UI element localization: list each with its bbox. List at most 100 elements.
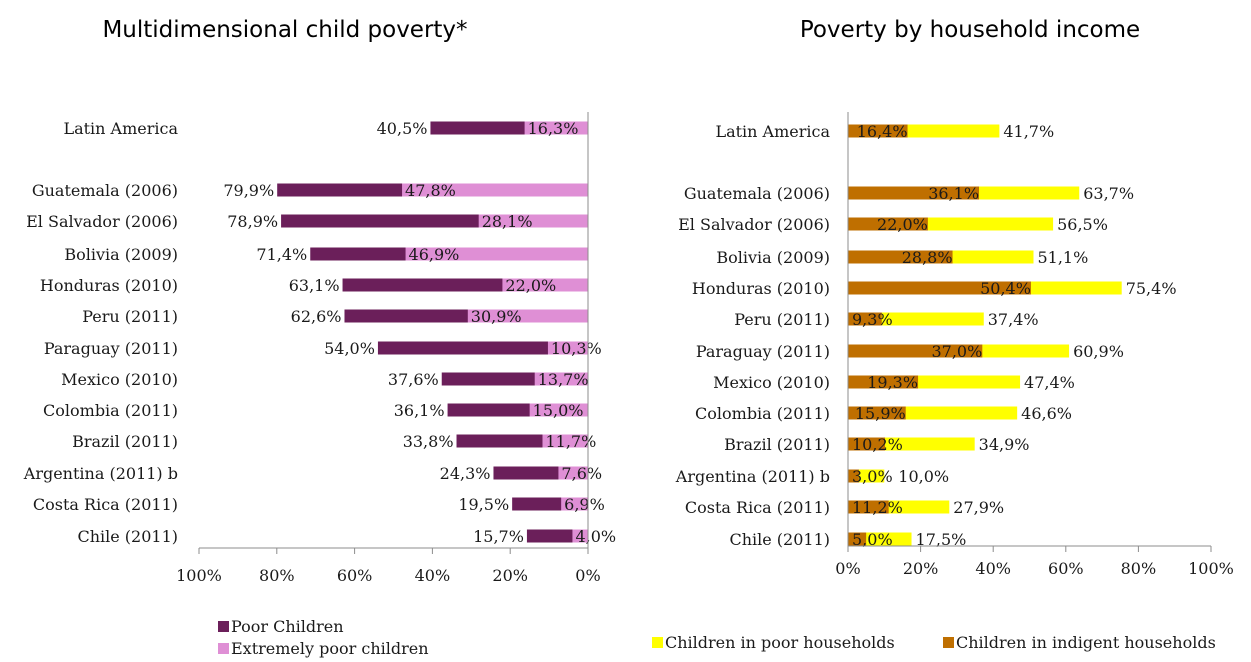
poor-households-value-label: 10,0%: [898, 467, 949, 486]
category-label: Chile (2011): [729, 530, 830, 549]
extremely-poor-value-label: 6,9%: [564, 495, 605, 514]
extremely-poor-value-label: 22,0%: [505, 276, 556, 295]
legend-label: Children in poor households: [665, 633, 895, 652]
poor-children-bar: [377, 341, 588, 355]
indigent-households-bar: [848, 312, 882, 326]
category-label: Paraguay (2011): [44, 339, 178, 358]
extremely-poor-value-label: 28,1%: [482, 212, 533, 231]
extremely-poor-bar: [558, 466, 588, 480]
indigent-households-bar: [848, 469, 859, 483]
legend-swatch: [943, 637, 954, 648]
category-label: Paraguay (2011): [696, 342, 830, 361]
poor-households-value-label: 34,9%: [979, 435, 1030, 454]
category-label: Honduras (2010): [40, 276, 178, 295]
indigent-households-bar: [848, 250, 953, 264]
extremely-poor-value-label: 11,7%: [545, 432, 596, 451]
extremely-poor-bar: [534, 372, 588, 386]
indigent-households-value-label: 19,3%: [867, 373, 918, 392]
poor-households-bar: [848, 312, 984, 326]
right-x-tick-label: 0%: [835, 559, 860, 578]
indigent-households-value-label: 3,0%: [852, 467, 893, 486]
category-label: Brazil (2011): [72, 432, 178, 451]
right-x-tick-label: 20%: [903, 559, 939, 578]
extremely-poor-bar: [561, 497, 588, 511]
extremely-poor-value-label: 46,9%: [409, 245, 460, 264]
right-x-tick-label: 100%: [1188, 559, 1234, 578]
indigent-households-value-label: 22,0%: [877, 215, 928, 234]
poor-children-value-label: 19,5%: [458, 495, 509, 514]
indigent-households-value-label: 16,4%: [857, 122, 908, 141]
indigent-households-value-label: 28,8%: [902, 248, 953, 267]
indigent-households-value-label: 50,4%: [980, 279, 1031, 298]
indigent-households-bar: [848, 124, 908, 138]
left-x-tick-label: 0%: [575, 566, 600, 585]
indigent-households-value-label: 10,2%: [852, 435, 903, 454]
poor-households-value-label: 47,4%: [1024, 373, 1075, 392]
left-x-tick-label: 60%: [337, 566, 373, 585]
poor-households-value-label: 41,7%: [1003, 122, 1054, 141]
poor-children-value-label: 71,4%: [256, 245, 307, 264]
category-label: Chile (2011): [77, 527, 178, 546]
indigent-households-value-label: 37,0%: [931, 342, 982, 361]
extremely-poor-value-label: 13,7%: [538, 370, 589, 389]
category-label: Guatemala (2006): [32, 181, 178, 200]
extremely-poor-bar: [529, 403, 588, 417]
poor-children-value-label: 24,3%: [440, 464, 491, 483]
category-label: Peru (2011): [82, 307, 178, 326]
extremely-poor-value-label: 7,6%: [561, 464, 602, 483]
category-label: Peru (2011): [734, 310, 830, 329]
poor-households-value-label: 75,4%: [1126, 279, 1177, 298]
category-label: El Salvador (2006): [26, 212, 178, 231]
indigent-households-value-label: 9,3%: [852, 310, 893, 329]
extremely-poor-value-label: 30,9%: [471, 307, 522, 326]
poor-children-value-label: 33,8%: [403, 432, 454, 451]
indigent-households-value-label: 36,1%: [928, 184, 979, 203]
indigent-households-bar: [848, 500, 889, 514]
indigent-households-bar: [848, 437, 886, 451]
poor-households-value-label: 60,9%: [1073, 342, 1124, 361]
left-x-tick-label: 20%: [492, 566, 528, 585]
extremely-poor-bar: [502, 278, 588, 292]
poor-households-value-label: 56,5%: [1057, 215, 1108, 234]
left-chart-legend: Poor Children Extremely poor children: [218, 617, 429, 658]
extremely-poor-bar: [478, 214, 588, 228]
legend-label: Poor Children: [231, 617, 344, 636]
category-label: Colombia (2011): [43, 401, 178, 420]
left-x-tick-label: 40%: [415, 566, 451, 585]
extremely-poor-bar: [547, 341, 588, 355]
extremely-poor-bar: [402, 183, 588, 197]
extremely-poor-value-label: 47,8%: [405, 181, 456, 200]
indigent-households-bar: [848, 344, 983, 358]
poor-households-value-label: 37,4%: [988, 310, 1039, 329]
right-chart-legend: Children in poor households Children in i…: [652, 633, 1216, 652]
poor-children-value-label: 62,6%: [291, 307, 342, 326]
category-label: Honduras (2010): [692, 279, 830, 298]
legend-label: Extremely poor children: [231, 639, 429, 658]
extremely-poor-bar: [467, 309, 588, 323]
poor-children-value-label: 54,0%: [324, 339, 375, 358]
right-chart-title: Poverty by household income: [800, 17, 1140, 43]
extremely-poor-value-label: 15,0%: [533, 401, 584, 420]
legend-swatch: [218, 643, 229, 654]
right-x-tick-label: 80%: [1121, 559, 1157, 578]
legend-swatch: [218, 621, 229, 632]
extremely-poor-value-label: 16,3%: [528, 119, 579, 138]
extremely-poor-bar: [405, 247, 588, 261]
right-x-tick-label: 40%: [975, 559, 1011, 578]
indigent-households-bar: [848, 217, 928, 231]
poor-children-value-label: 78,9%: [227, 212, 278, 231]
category-label: Bolivia (2009): [716, 248, 830, 267]
poor-households-value-label: 17,5%: [916, 530, 967, 549]
left-chart: Latin America 40,5% 16,3% Guatemala (2006) 7…: [23, 112, 616, 585]
extremely-poor-value-label: 10,3%: [551, 339, 602, 358]
poor-children-value-label: 37,6%: [388, 370, 439, 389]
poor-children-value-label: 63,1%: [289, 276, 340, 295]
legend-swatch: [652, 637, 663, 648]
indigent-households-bar: [848, 281, 1031, 295]
indigent-households-value-label: 5,0%: [852, 530, 893, 549]
extremely-poor-bar: [524, 121, 588, 135]
category-label: Costa Rica (2011): [685, 498, 830, 517]
indigent-households-bar: [848, 406, 906, 420]
